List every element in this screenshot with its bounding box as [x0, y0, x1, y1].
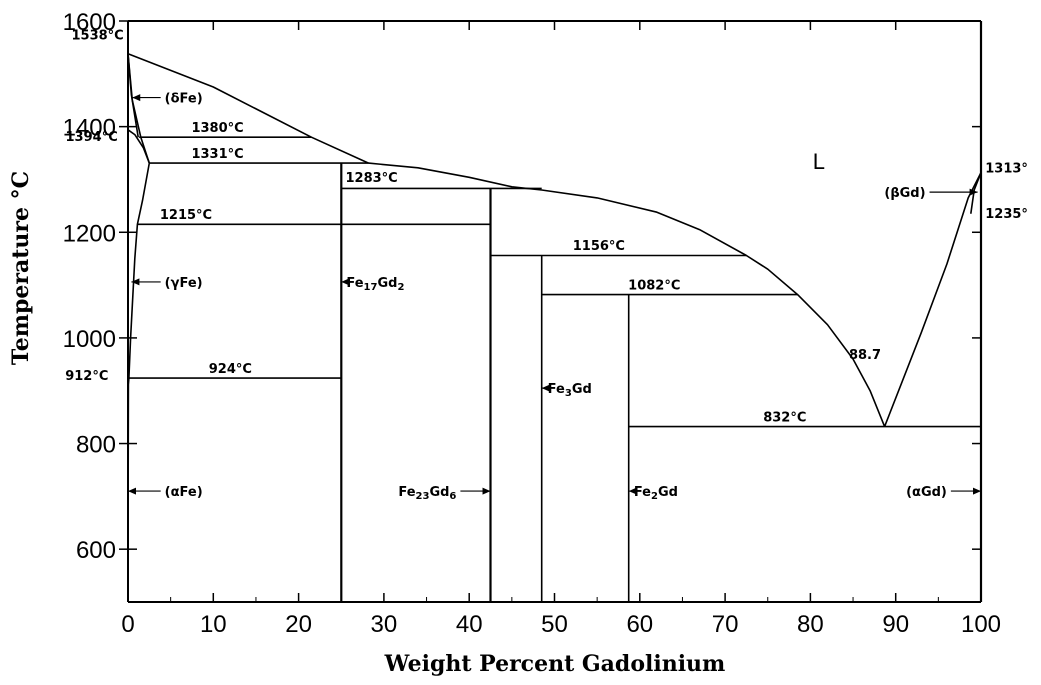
- phase-boundaries: [127, 21, 983, 602]
- temperature-annotations: 1538°C 1394°C 912°C 1380°C 1331°C 1283°C 1215°…: [65, 28, 1028, 425]
- x-tick-label: 50: [541, 611, 568, 638]
- curve-gamma-fe-boundary: [128, 162, 151, 379]
- arrow-head-beta-gd: [969, 188, 978, 196]
- arrow-head-fe17gd2: [341, 278, 350, 286]
- x-axis-title: Weight Percent Gadolinium: [384, 651, 726, 677]
- annotation-t1331: 1331°C: [191, 147, 243, 162]
- annotation-t1394: 1394°C: [66, 130, 118, 145]
- curve-delta-fe-right: [127, 53, 151, 164]
- annotation-t1156: 1156°C: [573, 239, 625, 254]
- phase-label-beta-gd: (βGd): [884, 186, 925, 201]
- x-tick-label: 70: [712, 611, 739, 638]
- curve-liquidus-gd: [883, 172, 982, 427]
- arrow-head-fe23gd6: [482, 487, 491, 495]
- curve-liquidus-mid: [368, 162, 886, 427]
- phase-label-alpha-fe: (αFe): [165, 485, 203, 500]
- y-tick-label: 1200: [63, 220, 116, 247]
- region-label-liquid: L: [813, 149, 825, 174]
- x-tick-label: 40: [456, 611, 483, 638]
- y-tick-label: 600: [76, 537, 116, 564]
- phase-label-delta-fe: (δFe): [165, 92, 203, 107]
- arrow-head-delta-fe: [132, 94, 141, 102]
- annotation-t1235: 1235°: [985, 207, 1028, 222]
- annotation-t1538: 1538°C: [72, 28, 124, 43]
- curve-gamma-loop: [127, 129, 151, 164]
- arrow-head-fe3gd: [541, 384, 550, 392]
- arrow-head-fe2gd: [628, 487, 637, 495]
- arrow-head-alpha-fe: [128, 487, 136, 495]
- phase-label-fe23gd6: Fe23Gd6: [398, 485, 456, 502]
- x-tick-label: 100: [961, 611, 1001, 638]
- arrow-head-alpha-gd: [973, 487, 981, 495]
- phase-label-alpha-gd: (αGd): [906, 485, 947, 500]
- annotation-t832: 832°C: [763, 410, 806, 425]
- phase-label-fe2gd: Fe2Gd: [634, 485, 678, 502]
- axis-ticks: 0 10 20 30 40 50 60 70 80 90 100 600 800 1000 1200 1400…: [63, 9, 1001, 638]
- annotation-t1082: 1082°C: [628, 278, 680, 293]
- x-tick-label: 30: [371, 611, 398, 638]
- annotation-t924: 924°C: [209, 362, 252, 377]
- phase-label-fe3gd: Fe3Gd: [548, 382, 592, 399]
- annotation-t1283: 1283°C: [346, 171, 398, 186]
- x-tick-label: 20: [285, 611, 312, 638]
- y-tick-label: 1400: [63, 115, 116, 142]
- curve-beta-gd-boundary: [970, 172, 982, 214]
- y-axis-title: Temperature °C: [8, 171, 34, 365]
- y-tick-label: 1000: [63, 326, 116, 353]
- x-tick-label: 0: [121, 611, 134, 638]
- annotation-t1380: 1380°C: [191, 121, 243, 136]
- annotation-t1313: 1313°: [985, 162, 1028, 177]
- annotation-t88_7: 88.7: [849, 348, 881, 363]
- phase-label-fe17gd2: Fe17Gd2: [346, 276, 404, 293]
- y-tick-label: 1600: [63, 9, 116, 36]
- arrow-head-gamma-fe: [131, 278, 140, 286]
- curve-liquidus-fe: [127, 52, 369, 164]
- x-tick-label: 10: [200, 611, 227, 638]
- x-tick-label: 90: [882, 611, 909, 638]
- x-tick-label: 80: [797, 611, 824, 638]
- annotation-t912: 912°C: [65, 369, 108, 384]
- phase-label-gamma-fe: (γFe): [165, 276, 203, 291]
- x-tick-label: 60: [626, 611, 653, 638]
- y-tick-label: 800: [76, 432, 116, 459]
- annotation-t1215: 1215°C: [160, 208, 212, 223]
- phase-labels: (δFe) (γFe) (αFe) Fe17Gd2 Fe3Gd Fe23Gd6 Fe2Gd (…: [128, 92, 981, 502]
